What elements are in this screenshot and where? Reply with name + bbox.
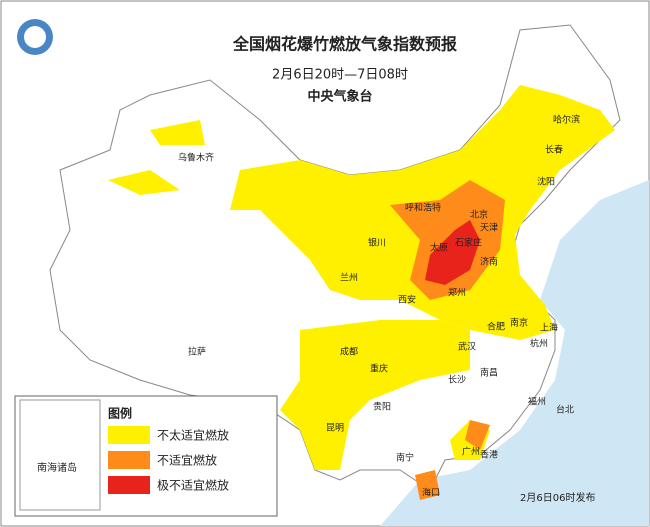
orange-area xyxy=(390,180,505,500)
yellow-area xyxy=(280,320,490,470)
red-area xyxy=(425,220,480,285)
city-label: 长春 xyxy=(545,144,563,156)
city-label: 杭州 xyxy=(530,338,548,350)
title: 全国烟花爆竹燃放气象指数预报 xyxy=(232,35,457,54)
sea xyxy=(380,180,649,526)
city-label: 北京 xyxy=(470,209,488,221)
city-label: 郑州 xyxy=(448,287,466,299)
city-label: 福州 xyxy=(528,396,546,408)
city-label: 武汉 xyxy=(458,341,476,353)
legend-swatch xyxy=(108,451,150,469)
release-time: 2月6日06时发布 xyxy=(520,491,595,504)
city-label: 成都 xyxy=(340,346,358,358)
city-label: 太原 xyxy=(430,242,448,254)
city-label: 呼和浩特 xyxy=(405,202,441,214)
city-label: 重庆 xyxy=(370,363,388,375)
city-label: 沈阳 xyxy=(537,176,555,188)
city-label: 贵阳 xyxy=(373,401,391,413)
legend-label: 极不适宜燃放 xyxy=(157,478,229,493)
city-label: 合肥 xyxy=(487,321,505,333)
city-label: 银川 xyxy=(368,237,386,249)
city-label: 天津 xyxy=(480,223,498,234)
city-label: 济南 xyxy=(480,256,498,268)
city-label: 香港 xyxy=(480,449,498,461)
legend-label: 不太适宜燃放 xyxy=(157,428,229,443)
subtitle: 2月6日20时—7日08时 xyxy=(272,68,408,83)
city-label: 长沙 xyxy=(448,374,466,386)
legend-swatch xyxy=(108,426,150,444)
city-label: 石家庄 xyxy=(455,237,482,249)
city-label: 海口 xyxy=(422,487,440,499)
city-label: 南京 xyxy=(510,317,528,329)
city-label: 广州 xyxy=(462,446,480,458)
legend-swatch xyxy=(108,476,150,494)
yellow-area xyxy=(108,85,615,340)
inset xyxy=(19,399,101,511)
legend-title: 图例 xyxy=(108,406,132,421)
city-label: 拉萨 xyxy=(188,346,206,358)
city-label: 南昌 xyxy=(480,367,498,379)
city-label: 兰州 xyxy=(340,272,358,284)
city-label: 乌鲁木齐 xyxy=(178,152,214,164)
city-label: 哈尔滨 xyxy=(553,114,580,126)
legend-label: 不适宜燃放 xyxy=(157,453,217,468)
inset-label: 南海诸岛 xyxy=(37,461,77,474)
city-label: 昆明 xyxy=(326,423,344,434)
city-label: 台北 xyxy=(556,404,574,416)
logo xyxy=(24,26,46,48)
city-label: 南宁 xyxy=(396,452,414,464)
issuer: 中央气象台 xyxy=(307,89,372,105)
city-label: 上海 xyxy=(540,322,558,334)
city-label: 西安 xyxy=(398,294,416,306)
